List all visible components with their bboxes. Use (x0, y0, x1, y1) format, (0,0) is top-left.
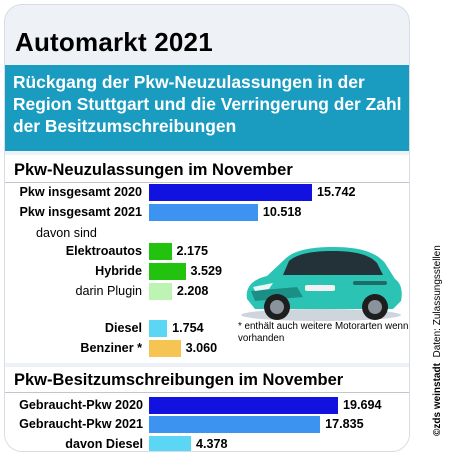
footnote: * enthält auch weitere Motorarten wenn v… (238, 321, 409, 344)
bar-value-label: 15.742 (317, 185, 356, 199)
bar-label: Diesel (104, 321, 142, 335)
subtitle-banner (5, 65, 409, 151)
bar-value-label: 19.694 (343, 398, 382, 412)
ownership-transfers-panel: Pkw-Besitzumschreibungen im November Geb… (5, 367, 409, 451)
bar (149, 397, 338, 414)
bar-value-label: 3.060 (185, 341, 218, 355)
bar-value-label: 17.835 (325, 417, 364, 431)
bar-label: davon Diesel (65, 437, 143, 451)
bar (149, 416, 321, 433)
chart-title-ownership-transfers: Pkw-Besitzumschreibungen im November (14, 371, 344, 389)
bar-label: Gebraucht-Pkw 2021 (19, 417, 143, 431)
divider (5, 392, 409, 393)
bar (149, 283, 172, 300)
bar-value-label: 3.529 (190, 264, 223, 278)
infographic-card: Automarkt 2021 Rückgang der Pkw-Neuzulas… (4, 4, 410, 452)
bar-label: Benziner * (80, 341, 142, 355)
bar (149, 263, 186, 280)
bar-label: Hybride (95, 264, 142, 278)
bar-value-label: 10.518 (262, 205, 302, 219)
bar-label: Pkw insgesamt 2021 (19, 205, 142, 219)
bar (149, 243, 172, 260)
bar-value-label: 4.378 (196, 437, 228, 451)
divider (5, 182, 409, 183)
bar-value-label: 1.754 (172, 321, 204, 335)
bar-label: Gebraucht-Pkw 2020 (19, 398, 143, 412)
bar-value-label: 2.208 (176, 284, 209, 298)
bar-value-label: 2.175 (176, 244, 209, 258)
bar (149, 184, 312, 201)
credit-line: ©zds weinstadt Daten: Zulassungsstellen (432, 245, 443, 436)
bar-label: Elektroautos (65, 244, 142, 258)
bar-label: darin Plugin (75, 284, 142, 298)
page-title: Automarkt 2021 (15, 27, 213, 57)
bar-label: Pkw insgesamt 2020 (19, 185, 142, 199)
bar (149, 436, 191, 451)
bar (149, 340, 181, 357)
row-subheader: davon sind (36, 226, 97, 240)
credit: ©zds weinstadt (432, 363, 443, 436)
subtitle: Rückgang der Pkw-Neuzulassungen in der R… (13, 72, 402, 136)
source: Daten: Zulassungsstellen (432, 245, 443, 358)
bar (149, 204, 258, 221)
car-illustration (241, 247, 402, 321)
chart-title-new-registrations: Pkw-Neuzulassungen im November (14, 161, 293, 179)
bar (149, 320, 168, 337)
